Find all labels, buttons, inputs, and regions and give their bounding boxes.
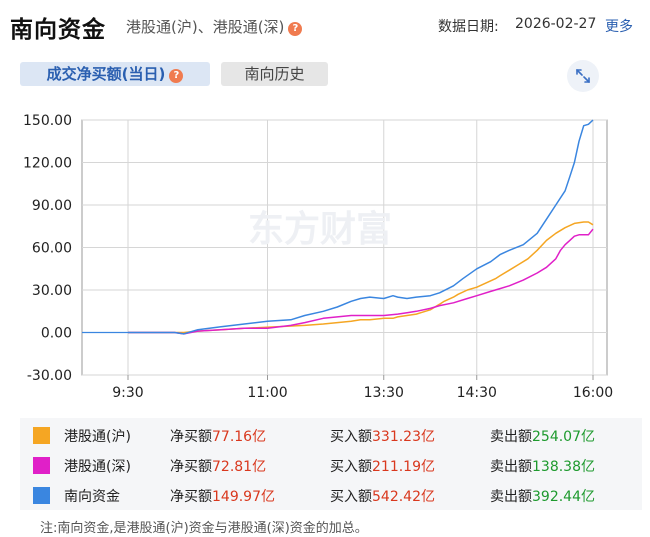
expand-button[interactable]: [567, 60, 599, 92]
chart-grid: [81, 119, 608, 380]
footnote: 注:南向资金,是港股通(沪)资金与港股通(深)资金的加总。: [40, 521, 368, 536]
tab-net-buy-today-label: 成交净买额(当日): [46, 65, 166, 83]
legend-sell: 卖出额392.44亿: [490, 489, 595, 505]
tab-net-buy-today[interactable]: 成交净买额(当日)?: [20, 62, 210, 86]
legend-swatch-sh: [33, 427, 50, 444]
legend-sell: 卖出额254.07亿: [490, 429, 595, 445]
tab-southbound-history[interactable]: 南向历史: [221, 62, 328, 86]
date-label: 数据日期:: [438, 19, 499, 35]
legend-sell: 卖出额138.38亿: [490, 459, 595, 475]
help-icon[interactable]: ?: [288, 22, 303, 36]
header: 南向资金 港股通(沪)、港股通(深)? 数据日期: 2026-02-27 更多: [0, 0, 650, 50]
series-line-2: [128, 119, 594, 335]
x-tick-label: 14:30: [457, 385, 497, 401]
y-axis-ticks: 150.00 120.00 90.00 60.00 30.00 0.00 -30.00: [23, 113, 72, 384]
x-tick-label: 16:00: [573, 385, 613, 401]
series-line-1: [128, 228, 594, 335]
legend-swatch-sz: [33, 457, 50, 474]
legend-buy: 买入额331.23亿: [330, 429, 435, 445]
watermark: 东方财富: [248, 208, 392, 250]
chart-series: [128, 119, 594, 335]
legend-name: 港股通(深): [64, 459, 131, 475]
y-tick-label: 30.00: [32, 283, 72, 299]
legend-row-sh: 港股通(沪) 净买额77.16亿 买入额331.23亿 卖出额254.07亿: [20, 420, 642, 450]
legend-row-sz: 港股通(深) 净买额72.81亿 买入额211.19亿 卖出额138.38亿: [20, 450, 642, 480]
date-value: 2026-02-27: [515, 16, 597, 32]
legend-table: 港股通(沪) 净买额77.16亿 买入额331.23亿 卖出额254.07亿 港…: [20, 418, 642, 510]
x-axis-ticks: 9:30 11:00 13:30 14:30 16:00: [112, 385, 613, 401]
y-tick-label: 120.00: [23, 156, 72, 172]
y-tick-label: 150.00: [23, 113, 72, 129]
net-buy-chart: 东方财富 150.00 120.00 90.00 60.00 30.00 0.00 -30.…: [23, 113, 613, 401]
legend-net: 净买额149.97亿: [170, 489, 275, 505]
page-title: 南向资金: [10, 17, 106, 43]
x-tick-label: 13:30: [364, 385, 404, 401]
legend-swatch-total: [33, 487, 50, 504]
legend-row-total: 南向资金 净买额149.97亿 买入额542.42亿 卖出额392.44亿: [20, 480, 642, 510]
y-tick-label: 60.00: [32, 241, 72, 257]
legend-name: 港股通(沪): [64, 429, 131, 445]
legend-net: 净买额72.81亿: [170, 459, 267, 475]
x-tick-label: 9:30: [112, 385, 143, 401]
y-tick-label: -30.00: [27, 368, 72, 384]
legend-buy: 买入额211.19亿: [330, 459, 435, 475]
tab-help-icon[interactable]: ?: [169, 69, 184, 83]
y-tick-label: 0.00: [41, 326, 72, 342]
subtitle: 港股通(沪)、港股通(深)?: [126, 16, 303, 37]
legend-net: 净买额77.16亿: [170, 429, 267, 445]
subtitle-text: 港股通(沪)、港股通(深): [126, 18, 285, 36]
x-tick-label: 11:00: [247, 385, 287, 401]
legend-name: 南向资金: [64, 489, 120, 505]
expand-icon: [576, 69, 590, 83]
y-tick-label: 90.00: [32, 198, 72, 214]
more-link[interactable]: 更多: [605, 19, 633, 35]
legend-buy: 买入额542.42亿: [330, 489, 435, 505]
